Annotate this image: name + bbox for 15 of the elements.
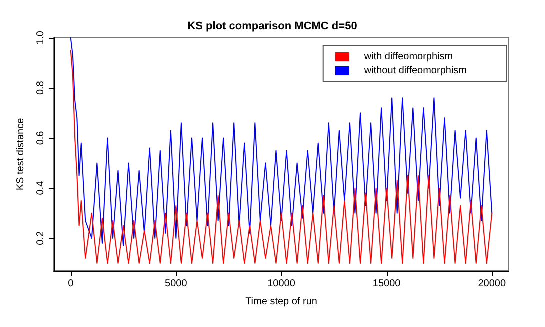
y-axis-title: KS test distance: [16, 118, 26, 191]
y-tick-label: 0.2: [36, 231, 46, 246]
x-tick-label: 10000: [268, 278, 296, 290]
x-tick-label: 5000: [165, 278, 188, 290]
y-tick-label: 0.8: [36, 80, 46, 96]
y-tick-label: 0.6: [36, 130, 46, 146]
x-tick-label: 15000: [372, 278, 402, 290]
y-tick-label: 0.4: [36, 180, 46, 196]
y-tick-label: 1.0: [36, 30, 46, 45]
x-tick-label: 0: [68, 278, 74, 290]
legend-label: with diffeomorphism: [363, 52, 454, 62]
x-tick-label: 20000: [478, 278, 506, 290]
legend-label: without diffeomorphism: [363, 66, 468, 76]
x-axis-title: Time step of run: [246, 296, 318, 308]
chart-title: KS plot comparison MCMC d=50: [188, 20, 358, 32]
